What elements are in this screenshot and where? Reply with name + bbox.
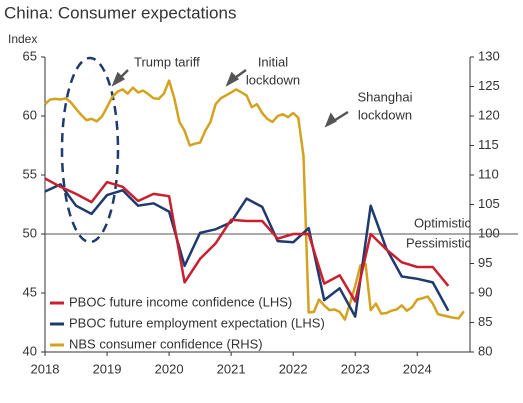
y2-tick-label: 125 bbox=[478, 78, 500, 93]
y-tick-label: 40 bbox=[23, 343, 37, 358]
chart-title: China: Consumer expectations bbox=[4, 3, 236, 22]
y-tick-label: 50 bbox=[23, 225, 37, 240]
series-line bbox=[44, 183, 450, 318]
y-axis-label: Index bbox=[8, 32, 37, 46]
y2-tick-label: 85 bbox=[478, 314, 492, 329]
y2-tick-label: 95 bbox=[478, 255, 492, 270]
annotation: lockdown bbox=[246, 72, 300, 87]
y2-tick-label: 90 bbox=[478, 284, 492, 299]
x-tick-label: 2022 bbox=[279, 361, 308, 376]
y-tick-label: 55 bbox=[23, 166, 37, 181]
legend-label: NBS consumer confidence (RHS) bbox=[69, 336, 263, 351]
y2-tick-label: 105 bbox=[478, 196, 500, 211]
x-tick-label: 2019 bbox=[93, 361, 122, 376]
y-tick-label: 65 bbox=[23, 48, 37, 63]
x-tick-label: 2018 bbox=[31, 361, 60, 376]
arrows bbox=[111, 68, 349, 128]
y2-tick-label: 130 bbox=[478, 48, 500, 63]
y2-tick-label: 120 bbox=[478, 107, 500, 122]
legend-label: PBOC future income confidence (LHS) bbox=[69, 294, 292, 309]
x-tick-label: 2024 bbox=[403, 361, 432, 376]
annotation: Shanghai bbox=[358, 89, 413, 104]
x-tick-label: 2020 bbox=[155, 361, 184, 376]
annotation: lockdown bbox=[358, 107, 412, 122]
series-line bbox=[44, 79, 465, 321]
annotation: Initial bbox=[258, 54, 288, 69]
series-line bbox=[44, 177, 450, 303]
legend-label: PBOC future employment expectation (LHS) bbox=[69, 315, 325, 330]
annotation: Optimistic bbox=[414, 215, 472, 230]
y-tick-label: 60 bbox=[23, 107, 37, 122]
y2-tick-label: 110 bbox=[478, 166, 499, 181]
x-tick-label: 2023 bbox=[341, 361, 370, 376]
annotation: Trump tariff bbox=[134, 54, 200, 69]
x-tick-label: 2021 bbox=[217, 361, 246, 376]
y2-tick-label: 100 bbox=[478, 225, 500, 240]
highlight-ellipse bbox=[60, 56, 120, 244]
annotation: Pessimistic bbox=[406, 235, 472, 250]
y2-tick-label: 115 bbox=[478, 137, 499, 152]
y-tick-label: 45 bbox=[23, 284, 37, 299]
y2-tick-label: 80 bbox=[478, 343, 492, 358]
